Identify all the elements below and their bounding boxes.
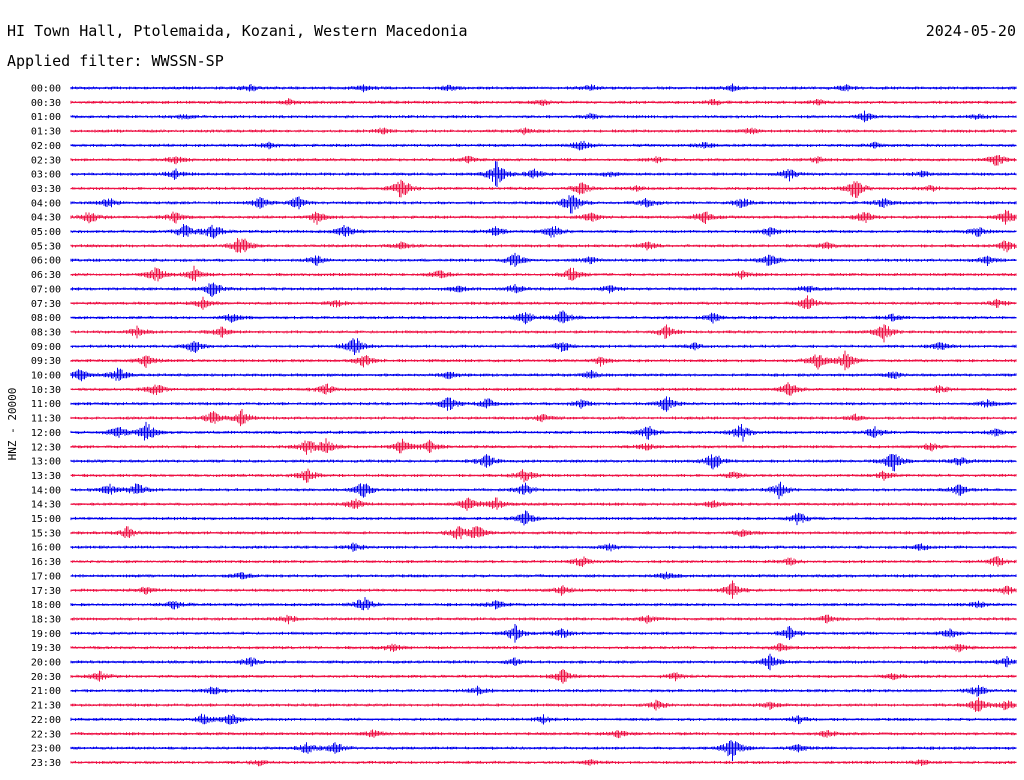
filter-label: Applied filter: WWSSN-SP [7,52,224,70]
time-label: 15:00 [31,514,61,525]
time-label: 05:00 [31,227,61,238]
time-label: 15:30 [31,528,61,539]
time-label: 06:00 [31,256,61,267]
time-label: 01:00 [31,112,61,123]
time-label: 14:30 [31,500,61,511]
time-label: 22:00 [31,715,61,726]
time-label: 12:30 [31,442,61,453]
trace-line [70,295,1017,310]
time-label: 00:30 [31,98,61,109]
time-label: 09:00 [31,342,61,353]
time-label: 07:00 [31,284,61,295]
time-label: 00:00 [31,84,61,95]
time-label: 09:30 [31,356,61,367]
trace-line [70,155,1017,166]
time-label: 20:00 [31,658,61,669]
time-label: 12:00 [31,428,61,439]
time-label: 23:00 [31,744,61,755]
time-label: 21:00 [31,686,61,697]
time-label: 10:00 [31,371,61,382]
station-title: HI Town Hall, Ptolemaida, Kozani, Wester… [7,22,468,40]
time-label: 13:30 [31,471,61,482]
time-label: 03:00 [31,170,61,181]
time-label: 08:00 [31,313,61,324]
trace-line [70,481,1017,500]
time-label: 08:30 [31,327,61,338]
time-label: 03:30 [31,184,61,195]
trace-line [70,580,1017,599]
time-label: 17:30 [31,586,61,597]
time-label: 22:30 [31,729,61,740]
time-label: 02:00 [31,141,61,152]
time-label: 19:30 [31,643,61,654]
time-label: 02:30 [31,155,61,166]
time-label: 04:00 [31,198,61,209]
time-label: 21:30 [31,701,61,712]
trace-line [70,282,1017,297]
time-label: 17:00 [31,571,61,582]
trace-rows: 00:00 00:30 01:00 01:30 02:00 02:30 03:00 03:30… [31,83,1017,769]
trace-line [70,195,1017,214]
time-label: 06:30 [31,270,61,281]
time-label: 18:00 [31,600,61,611]
time-label: 19:00 [31,629,61,640]
trace-line [70,421,1017,442]
trace-line [70,597,1017,611]
trace-line [70,265,1017,282]
trace-line [70,740,1017,761]
time-label: 14:00 [31,485,61,496]
time-label: 16:30 [31,557,61,568]
time-label: 10:30 [31,385,61,396]
time-label: 18:30 [31,614,61,625]
time-label: 04:30 [31,213,61,224]
time-label: 07:30 [31,299,61,310]
trace-line [70,454,1017,472]
channel-axis-label: HNZ - 20000 [6,388,19,461]
time-label: 11:00 [31,399,61,410]
time-label: 05:30 [31,241,61,252]
date-label: 2024-05-20 [926,22,1016,40]
time-label: 16:00 [31,543,61,554]
time-label: 23:30 [31,758,61,769]
trace-line [70,324,1017,343]
time-label: 01:30 [31,127,61,138]
time-label: 20:30 [31,672,61,683]
time-label: 11:30 [31,414,61,425]
time-label: 13:00 [31,457,61,468]
